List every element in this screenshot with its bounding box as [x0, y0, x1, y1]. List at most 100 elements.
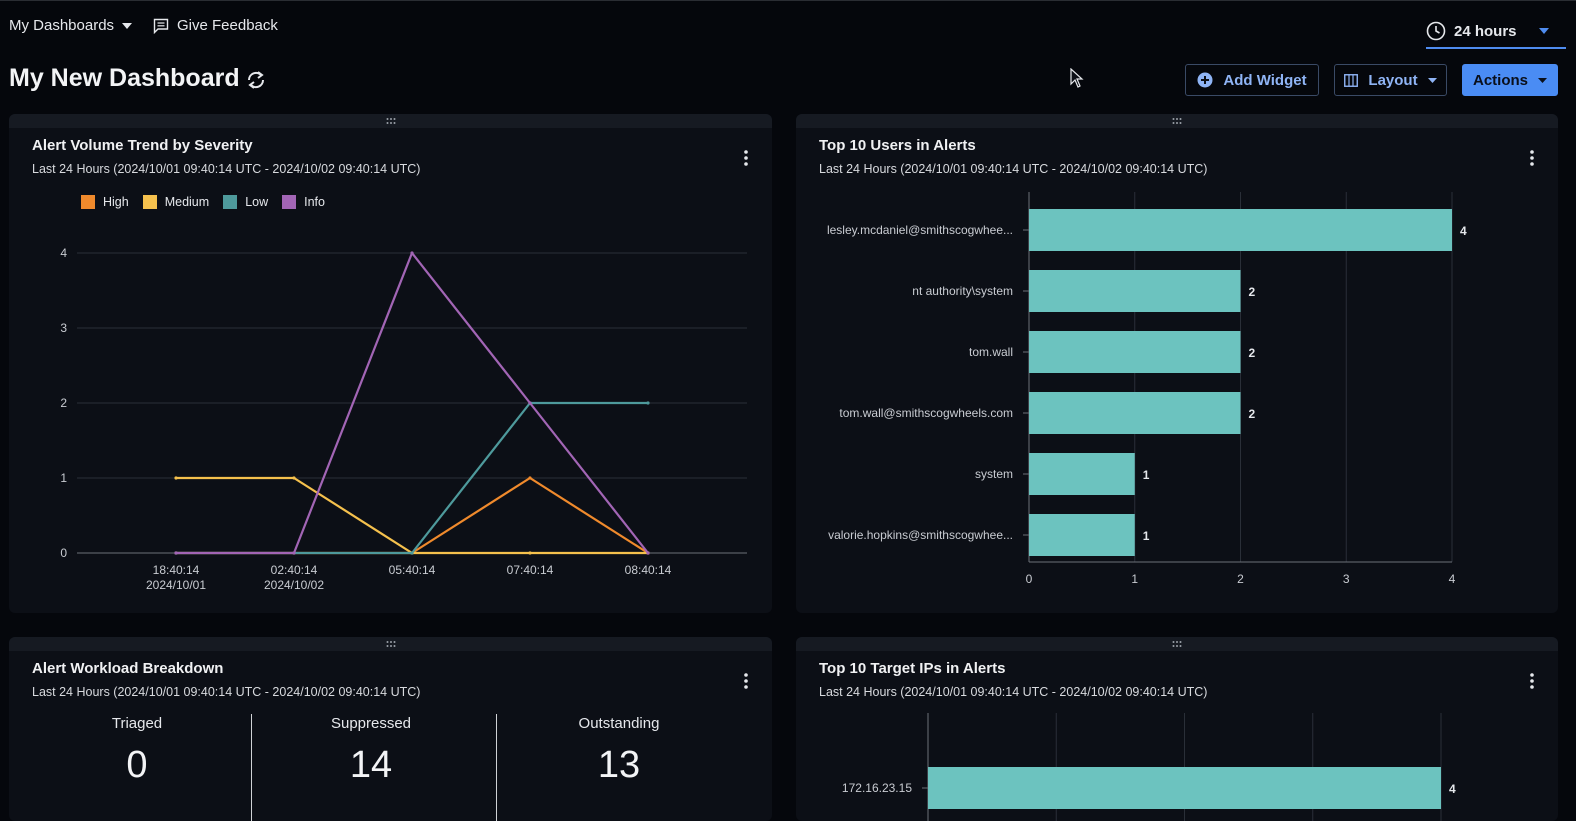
caret-down-icon: [1538, 77, 1547, 83]
legend-swatch: [81, 195, 95, 209]
top-ips-bar-chart: 172.16.23.15 4: [842, 713, 1456, 821]
more-options-icon[interactable]: [1530, 150, 1534, 166]
drag-grip-icon: [1172, 118, 1182, 124]
plus-circle-icon: [1197, 72, 1213, 88]
data-label: 2: [1249, 285, 1256, 299]
legend-item-low[interactable]: Low: [223, 195, 268, 209]
drag-grip-icon: [1172, 641, 1182, 647]
y-tick-label: 172.16.23.15: [842, 781, 912, 795]
more-options-icon[interactable]: [1530, 673, 1534, 689]
widget-subtitle: Last 24 Hours (2024/10/01 09:40:14 UTC -…: [32, 162, 421, 176]
data-point: [528, 476, 532, 480]
widget-workload-breakdown: Alert Workload Breakdown Last 24 Hours (…: [9, 637, 772, 821]
widget-top-users: Top 10 Users in Alerts Last 24 Hours (20…: [796, 114, 1558, 613]
x-tick-label: 1: [1131, 572, 1138, 586]
columns-icon: [1344, 73, 1359, 87]
widget-subtitle: Last 24 Hours (2024/10/01 09:40:14 UTC -…: [32, 685, 421, 699]
data-label: 2: [1249, 346, 1256, 360]
y-tick-label: system: [975, 467, 1013, 481]
legend-item-high[interactable]: High: [81, 195, 129, 209]
x-tick-label: 18:40:14: [153, 563, 200, 577]
y-tick-label: nt authority\system: [912, 284, 1013, 298]
drag-grip-icon: [386, 118, 395, 124]
data-point: [410, 251, 414, 255]
caret-down-icon: [1538, 28, 1549, 34]
legend-item-medium[interactable]: Medium: [142, 195, 209, 209]
y-tick-label: tom.wall: [969, 345, 1013, 359]
stat-outstanding[interactable]: Outstanding 13: [519, 715, 719, 787]
give-feedback-label: Give Feedback: [177, 17, 278, 34]
clock-icon: [1426, 21, 1446, 41]
time-range-label: 24 hours: [1454, 22, 1517, 40]
legend-swatch: [142, 195, 157, 209]
refresh-icon[interactable]: [244, 68, 268, 92]
series-line-medium: [176, 476, 648, 555]
widget-title: Alert Workload Breakdown: [32, 660, 224, 677]
y-tick-label: 1: [60, 471, 67, 485]
widget-alert-volume-trend: Alert Volume Trend by Severity Last 24 H…: [9, 114, 772, 613]
legend-swatch: [223, 195, 238, 209]
layout-label: Layout: [1368, 71, 1418, 89]
divider: [251, 714, 252, 821]
x-tick-label: 08:40:14: [625, 563, 672, 577]
data-label: 1: [1143, 529, 1150, 543]
caret-down-icon: [122, 22, 133, 29]
more-options-icon[interactable]: [744, 150, 748, 166]
legend-item-info[interactable]: Info: [282, 195, 325, 209]
add-widget-button[interactable]: Add Widget: [1185, 64, 1319, 96]
bar: [1029, 514, 1135, 556]
page-title: My New Dashboard: [9, 64, 240, 92]
drag-handle[interactable]: [796, 637, 1558, 651]
data-label: 1: [1143, 468, 1150, 482]
y-tick-label: tom.wall@smithscogwheels.com: [839, 406, 1013, 420]
more-options-icon[interactable]: [744, 673, 748, 689]
x-tick-label: 07:40:14: [507, 563, 554, 577]
time-range-selector[interactable]: 24 hours: [1426, 15, 1566, 49]
series-line-high: [176, 476, 649, 555]
x-tick-label: 0: [1026, 572, 1033, 586]
widget-title: Top 10 Users in Alerts: [819, 137, 976, 154]
actions-button[interactable]: Actions: [1462, 64, 1558, 96]
bar: [928, 767, 1441, 809]
legend-label: High: [103, 195, 129, 209]
stat-value: 0: [126, 744, 148, 786]
caret-down-icon: [1427, 77, 1437, 83]
layout-button[interactable]: Layout: [1334, 64, 1447, 96]
drag-handle[interactable]: [9, 114, 772, 128]
x-tick-label: 2024/10/02: [264, 578, 324, 592]
y-tick-label: 0: [60, 546, 67, 560]
legend-label: Low: [245, 195, 269, 209]
widget-title: Top 10 Target IPs in Alerts: [819, 660, 1006, 677]
widget-top-target-ips: Top 10 Target IPs in Alerts Last 24 Hour…: [796, 637, 1558, 821]
feedback-icon: [153, 18, 169, 34]
stat-triaged[interactable]: Triaged 0: [37, 715, 237, 787]
y-tick-label: 2: [60, 396, 67, 410]
y-tick-label: lesley.mcdaniel@smithscogwhee...: [827, 223, 1013, 237]
data-point: [174, 551, 178, 555]
x-tick-label: 4: [1449, 572, 1456, 586]
x-tick-label: 3: [1343, 572, 1350, 586]
y-tick-label: 4: [60, 246, 67, 260]
top-bar: My Dashboards Give Feedback 24 hours: [0, 0, 1576, 53]
drag-handle[interactable]: [796, 114, 1558, 128]
bar: [1029, 270, 1241, 312]
data-point: [528, 551, 532, 555]
drag-handle[interactable]: [9, 637, 772, 651]
stat-label: Suppressed: [330, 715, 412, 732]
give-feedback-button[interactable]: Give Feedback: [153, 17, 278, 34]
legend-swatch: [282, 195, 297, 209]
stat-value: 14: [349, 744, 393, 786]
chart-legend: High Medium Low Info: [81, 195, 325, 209]
data-label: 4: [1460, 224, 1467, 238]
data-point: [410, 551, 414, 555]
stat-suppressed[interactable]: Suppressed 14: [271, 715, 471, 787]
my-dashboards-label: My Dashboards: [9, 17, 115, 34]
x-tick-label: 2024/10/01: [146, 578, 206, 592]
y-tick-label: 3: [60, 321, 67, 335]
data-point: [646, 551, 650, 555]
stat-label: Outstanding: [578, 715, 660, 732]
my-dashboards-menu[interactable]: My Dashboards: [9, 17, 133, 34]
x-tick-label: 02:40:14: [271, 563, 318, 577]
data-label: 2: [1249, 407, 1256, 421]
